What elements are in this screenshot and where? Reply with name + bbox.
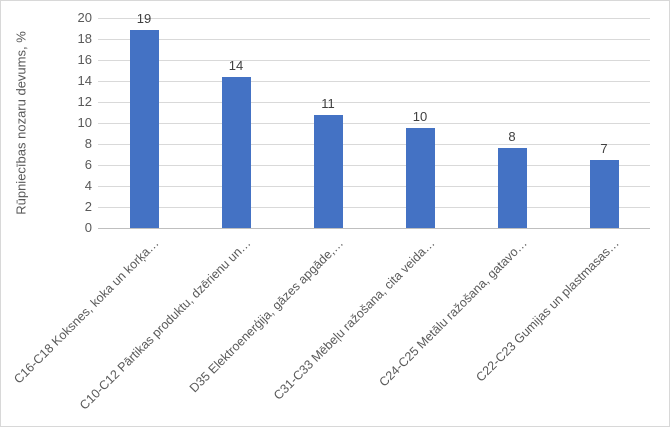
- bar: [129, 29, 159, 228]
- y-tick-label: 4: [84, 178, 92, 193]
- gridline: [98, 59, 650, 61]
- y-tick-label: 0: [84, 220, 92, 235]
- bar: [589, 159, 619, 228]
- x-axis-category-label: C24-C25 Metālu ražošana, gatavo…: [376, 236, 530, 390]
- gridline: [98, 164, 650, 166]
- gridline: [98, 101, 650, 103]
- y-tick-label: 6: [84, 157, 92, 172]
- data-label: 19: [136, 10, 152, 26]
- y-tick-label: 16: [77, 52, 92, 67]
- bar: [313, 114, 343, 228]
- data-label: 8: [508, 129, 516, 145]
- data-label: 10: [412, 109, 428, 125]
- x-axis-category-label: D35 Elektroenerģija, gāzes apgāde,…: [186, 236, 346, 396]
- y-tick-label: 12: [77, 94, 92, 109]
- x-axis-category-label: C31-C33 Mēbeļu ražošana, cita veida…: [271, 236, 438, 403]
- y-tick-label: 20: [77, 10, 92, 25]
- gridline: [98, 38, 650, 40]
- x-axis-line: [98, 227, 650, 229]
- gridline: [98, 17, 650, 19]
- y-tick-label: 14: [77, 73, 92, 88]
- y-tick-label: 8: [84, 136, 92, 151]
- data-label: 7: [600, 140, 608, 156]
- y-tick-label: 10: [77, 115, 92, 130]
- y-axis-title: Rūpniecības nozaru devums, %: [13, 31, 29, 215]
- gridline: [98, 206, 650, 208]
- data-label: 11: [321, 95, 335, 111]
- x-axis-category-label: C16-C18 Koksnes, koka un korķa…: [11, 236, 162, 387]
- gridline: [98, 185, 650, 187]
- bar: [221, 76, 251, 228]
- gridline: [98, 122, 650, 124]
- gridline: [98, 143, 650, 145]
- gridline: [98, 80, 650, 82]
- y-tick-label: 2: [84, 199, 92, 214]
- data-label: 14: [228, 57, 244, 73]
- bar: [497, 148, 527, 228]
- y-tick-label: 18: [77, 31, 92, 46]
- x-axis-category-label: C10-C12 Pārtikas produktu, dzērienu un…: [77, 236, 254, 413]
- bar: [405, 128, 435, 228]
